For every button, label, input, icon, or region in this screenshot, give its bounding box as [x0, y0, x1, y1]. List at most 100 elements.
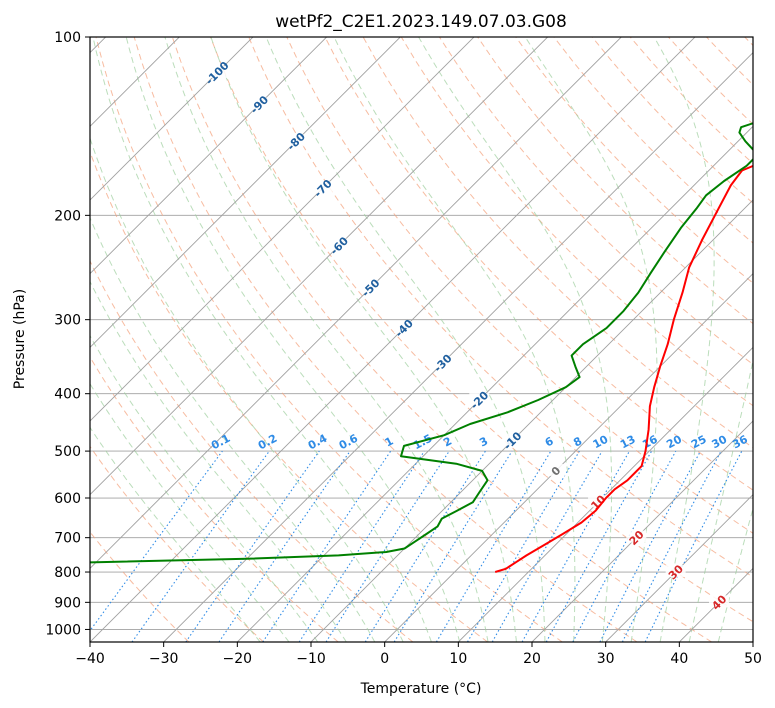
dry-adiabat — [90, 259, 414, 642]
isotherm-label-bg — [286, 134, 307, 147]
isotherm — [163, 52, 753, 642]
x-tick-label: −10 — [296, 651, 326, 667]
y-tick-label: 600 — [54, 491, 81, 507]
y-tick-label: 700 — [54, 531, 81, 547]
y-tick-label: 800 — [54, 565, 81, 581]
y-tick-label: 300 — [54, 313, 81, 329]
mixing-ratio-label: 13 — [618, 433, 638, 452]
mixing-ratio-line — [262, 450, 392, 642]
x-tick-label: −30 — [149, 651, 179, 667]
mixing-ratio-label: 10 — [591, 432, 611, 451]
moist-adiabat — [265, 37, 546, 642]
isotherm — [90, 37, 254, 201]
y-tick-label: 1000 — [45, 622, 81, 638]
moist-adiabat — [125, 37, 461, 642]
y-axis-label: Pressure (hPa) — [12, 289, 28, 389]
mixing-ratio-line — [298, 450, 425, 642]
x-tick-label: 0 — [380, 651, 389, 667]
x-tick-label: 20 — [523, 651, 541, 667]
y-tick-label: 400 — [54, 387, 81, 403]
mixing-ratio-line — [90, 450, 223, 632]
isotherm — [384, 273, 753, 642]
isotherm-label-bg — [360, 280, 381, 293]
y-tick-label: 200 — [54, 208, 81, 224]
x-tick-label: 40 — [670, 651, 688, 667]
isotherm-label-bg — [393, 321, 414, 334]
isotherm — [90, 37, 401, 348]
moist-adiabat — [653, 37, 715, 642]
isotherm — [90, 37, 328, 275]
isotherm — [237, 125, 753, 642]
moist-adiabat — [210, 37, 517, 642]
mixing-ratio-line — [325, 450, 450, 642]
isotherm-label-bg — [588, 495, 609, 508]
isotherm — [90, 37, 475, 422]
isotherm — [90, 37, 549, 496]
isotherm-label-bg — [626, 530, 647, 543]
mixing-ratio-line — [185, 450, 320, 642]
dry-adiabat — [95, 37, 563, 642]
mixing-ratio-label: 30 — [710, 433, 730, 452]
temperature-line — [494, 164, 753, 573]
moist-adiabat — [524, 37, 658, 642]
dry-adiabat — [171, 37, 712, 642]
y-tick-label: 900 — [54, 595, 81, 611]
isotherm-label-bg — [708, 595, 729, 608]
x-tick-label: 50 — [744, 651, 762, 667]
dry-adiabat — [324, 37, 753, 491]
plot-frame — [89, 36, 754, 643]
mixing-ratio-label: 16 — [640, 433, 660, 452]
y-tick-label: 100 — [54, 30, 81, 46]
isotherm-label-bg — [469, 393, 490, 406]
moist-adiabat — [90, 426, 261, 642]
isotherm — [90, 37, 180, 127]
isotherm-label-bg — [207, 65, 228, 78]
dry-adiabat — [90, 356, 339, 642]
isotherm-label-bg — [249, 97, 270, 110]
dry-adiabats — [90, 37, 753, 642]
isotherm — [605, 494, 753, 642]
x-axis-ticks: −40 −30 −20 −10 0 10 20 30 40 50 — [75, 642, 762, 667]
isotherm-label-bg — [502, 433, 523, 446]
moist-adiabat — [90, 216, 376, 642]
x-tick-label: 10 — [449, 651, 467, 667]
isotherm — [310, 199, 753, 642]
isotherm — [458, 346, 753, 642]
y-tick-label: 500 — [54, 444, 81, 460]
y-axis-ticks: 100 200 300 400 500 600 700 800 900 1000 — [45, 30, 90, 638]
x-tick-label: −20 — [223, 651, 253, 667]
isotherm-label-bg — [329, 238, 350, 251]
dewpoint-line — [90, 122, 753, 564]
moist-adiabat — [92, 37, 432, 642]
dry-adiabat — [210, 37, 753, 623]
moist-adiabat — [90, 382, 290, 642]
chart-title: wetPf2_C2E1.2023.149.07.03.G08 — [275, 12, 567, 32]
mixing-ratio-line — [131, 450, 270, 642]
dry-adiabat — [248, 37, 753, 578]
mixing-ratio-line — [644, 450, 743, 642]
mixing-ratio-label: 20 — [664, 432, 684, 451]
mixing-ratio-line — [545, 450, 653, 642]
isotherm-label-bg — [665, 565, 686, 578]
moist-adiabat — [164, 37, 489, 642]
mixing-ratio-lines — [90, 450, 743, 642]
moist-adiabat — [418, 37, 613, 642]
x-axis-label: Temperature (°C) — [360, 681, 482, 697]
x-tick-label: −40 — [75, 651, 105, 667]
moist-adiabat — [688, 358, 753, 642]
dry-adiabat — [515, 37, 753, 284]
moist-adiabat — [90, 136, 404, 642]
mixing-ratio-line — [521, 450, 630, 642]
isotherm — [90, 37, 622, 569]
isotherm-label-bg — [545, 463, 566, 476]
mixing-ratio-line — [218, 450, 351, 642]
dry-adiabat — [286, 37, 753, 534]
isotherm-label-bg — [312, 181, 333, 194]
profile-series — [90, 122, 753, 573]
mixing-ratio-line — [572, 450, 677, 642]
dry-adiabat — [90, 445, 264, 642]
mixing-ratio-label: 25 — [689, 433, 709, 452]
isotherms — [90, 37, 753, 642]
